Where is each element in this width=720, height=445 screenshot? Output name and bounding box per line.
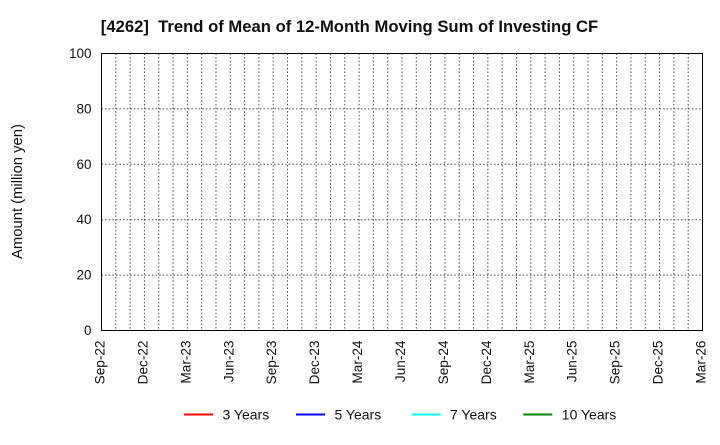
svg-text:Jun-25: Jun-25 xyxy=(565,341,580,383)
svg-text:60: 60 xyxy=(76,157,91,172)
svg-text:20: 20 xyxy=(76,268,91,283)
svg-text:Dec-24: Dec-24 xyxy=(479,340,494,384)
svg-text:[4262] Trend of Mean of 12-Mo: [4262] Trend of Mean of 12-Month Moving … xyxy=(101,17,598,36)
svg-text:Dec-23: Dec-23 xyxy=(307,341,322,385)
svg-text:40: 40 xyxy=(76,212,91,227)
svg-text:3 Years: 3 Years xyxy=(223,407,270,423)
svg-text:80: 80 xyxy=(76,101,91,116)
svg-text:Dec-25: Dec-25 xyxy=(651,341,666,385)
svg-text:Sep-23: Sep-23 xyxy=(264,341,279,385)
svg-text:Sep-25: Sep-25 xyxy=(608,341,623,385)
svg-text:5 Years: 5 Years xyxy=(335,407,382,423)
svg-text:Mar-25: Mar-25 xyxy=(522,341,537,384)
svg-text:Dec-22: Dec-22 xyxy=(135,341,150,385)
svg-text:Jun-23: Jun-23 xyxy=(221,341,236,383)
svg-text:Jun-24: Jun-24 xyxy=(393,340,408,382)
svg-text:Amount (million yen): Amount (million yen) xyxy=(10,124,26,259)
svg-text:100: 100 xyxy=(69,46,92,61)
svg-text:Mar-23: Mar-23 xyxy=(178,341,193,384)
svg-text:10 Years: 10 Years xyxy=(562,407,617,423)
svg-text:Mar-24: Mar-24 xyxy=(350,340,365,383)
svg-text:7 Years: 7 Years xyxy=(450,407,497,423)
svg-text:Mar-26: Mar-26 xyxy=(694,341,709,384)
svg-text:0: 0 xyxy=(84,323,92,338)
svg-text:Sep-22: Sep-22 xyxy=(93,341,108,385)
svg-text:Sep-24: Sep-24 xyxy=(436,340,451,384)
